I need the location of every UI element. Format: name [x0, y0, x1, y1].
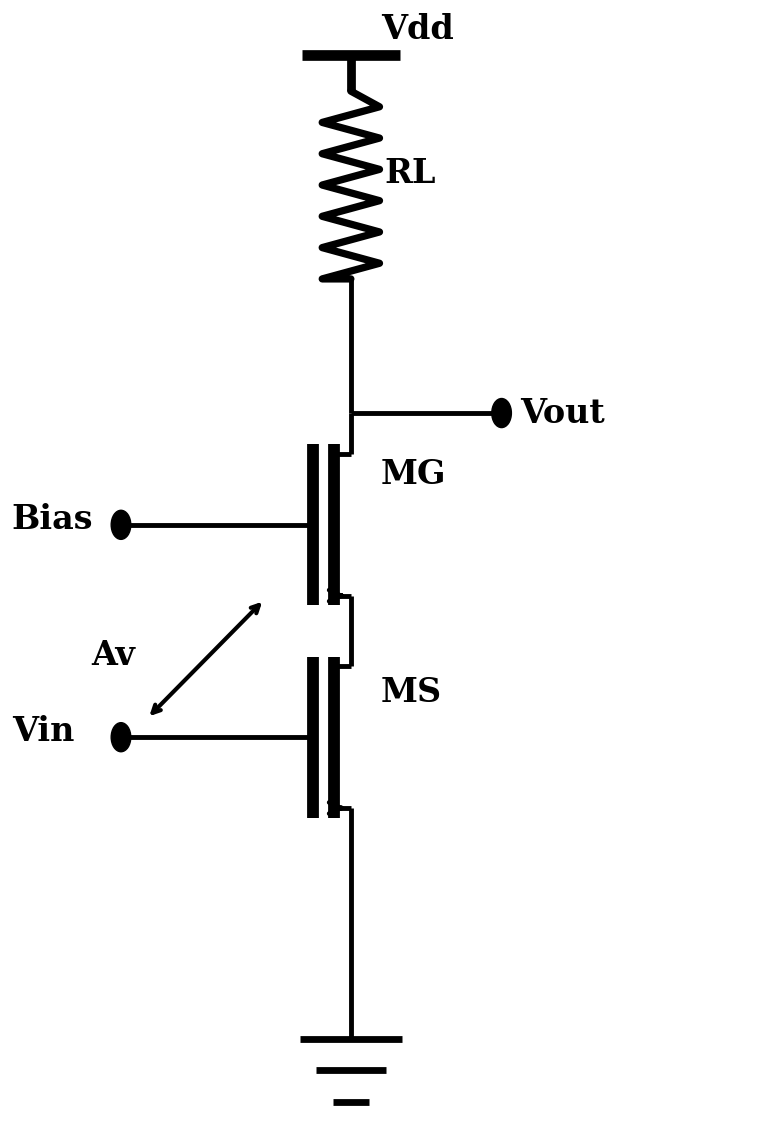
Text: Av: Av	[91, 639, 135, 672]
Text: Bias: Bias	[11, 503, 93, 535]
Circle shape	[111, 722, 131, 752]
Text: Vin: Vin	[11, 716, 74, 748]
Text: Vdd: Vdd	[381, 14, 453, 46]
Circle shape	[491, 399, 511, 427]
Circle shape	[111, 511, 131, 540]
Text: Vout: Vout	[520, 397, 605, 429]
Text: MS: MS	[381, 676, 442, 709]
Text: RL: RL	[385, 158, 437, 190]
Text: MG: MG	[381, 458, 447, 491]
